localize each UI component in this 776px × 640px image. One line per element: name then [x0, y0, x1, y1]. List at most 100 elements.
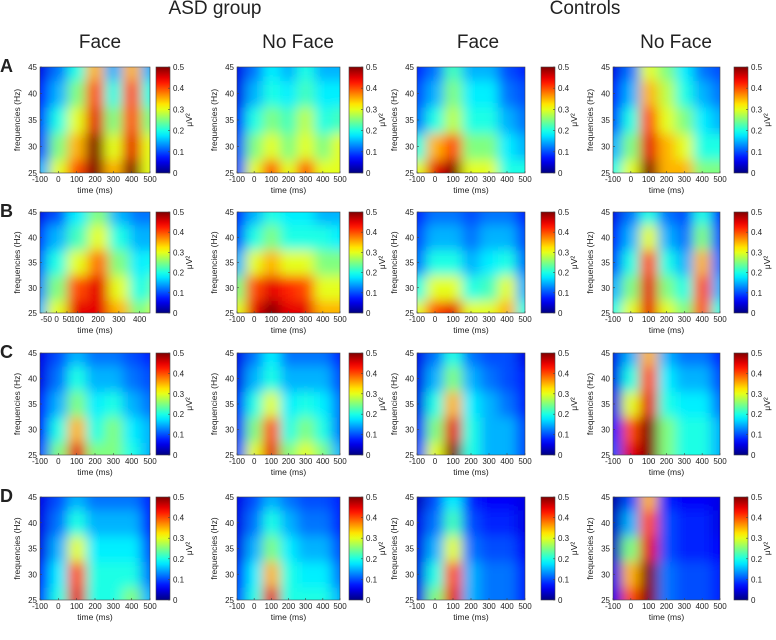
heatmap-cell: [331, 391, 340, 418]
x-axis-label: time (ms): [77, 185, 113, 195]
x-axis-label: time (ms): [649, 612, 685, 622]
heatmap-cell: [314, 353, 332, 367]
heatmap-cell: [49, 535, 68, 562]
heatmap-cell: [262, 224, 281, 251]
y-tick-label: 45: [225, 63, 234, 72]
y-axis-label: frequencies (Hz): [209, 517, 219, 580]
heatmap-cell: [426, 300, 445, 313]
x-tick-label: -100: [229, 175, 246, 184]
heatmap-cell: [104, 442, 123, 455]
colorbar-tick-label: 0: [173, 169, 178, 178]
heatmap-cell: [237, 442, 247, 455]
x-tick-label: 200: [282, 457, 296, 466]
y-tick-label: 45: [601, 63, 610, 72]
colorbar-tick-label: 0.4: [366, 84, 378, 93]
heatmap-cell: [85, 67, 105, 81]
heatmap: [613, 212, 720, 313]
heatmap-cell: [639, 67, 659, 81]
heatmap-cell: [140, 497, 150, 511]
heatmap-cell: [237, 497, 247, 511]
colorbar-label: μV²: [184, 542, 194, 556]
heatmap-cell: [657, 224, 676, 251]
colorbar-tick-label: 0.4: [173, 369, 185, 378]
heatmap-cell: [516, 106, 525, 134]
heatmap-cell: [104, 80, 123, 108]
heatmap-cell: [262, 509, 281, 537]
y-axis-label: frequencies (Hz): [389, 89, 399, 152]
heatmap-cell: [516, 509, 525, 537]
heatmap-cell: [245, 353, 264, 367]
x-axis-label: time (ms): [271, 612, 307, 622]
x-tick-label: 500: [333, 175, 347, 184]
colorbar-label: μV²: [762, 397, 772, 411]
heatmap-cell: [516, 212, 525, 226]
heatmap-cell: [237, 106, 247, 134]
y-tick-label: 45: [28, 208, 37, 217]
heatmap-cell: [444, 159, 463, 173]
heatmap-cell: [498, 275, 517, 301]
colorbar-tick-label: 0.4: [173, 84, 185, 93]
heatmap-cell: [613, 587, 623, 600]
x-tick-label: -100: [229, 457, 246, 466]
y-tick-label: 45: [601, 493, 610, 502]
heatmap-cell: [314, 159, 332, 173]
heatmap-cell: [462, 497, 481, 511]
heatmap: [40, 497, 150, 600]
heatmap-cell: [49, 159, 68, 173]
heatmap-cell: [262, 561, 281, 588]
heatmap-cell: [462, 159, 481, 173]
heatmap-cell: [140, 80, 150, 108]
heatmap-cell: [297, 133, 315, 161]
y-tick-label: 30: [405, 143, 414, 152]
heatmap-cell: [516, 497, 525, 511]
heatmap-cell: [711, 561, 720, 588]
heatmap-cell: [85, 391, 105, 418]
y-axis-label: frequencies (Hz): [12, 517, 22, 580]
heatmap-cell: [480, 159, 499, 173]
x-tick-label: 100: [265, 175, 279, 184]
heatmap-cell: [417, 224, 427, 251]
heatmap-cell: [122, 442, 142, 455]
heatmap-cell: [245, 561, 264, 588]
heatmap-cell: [613, 535, 623, 562]
x-axis-label: time (ms): [453, 325, 489, 335]
y-tick-label: 45: [601, 208, 610, 217]
column-title: No Face: [640, 32, 712, 53]
heatmap-cell: [613, 133, 623, 161]
x-tick-label: 400: [316, 175, 330, 184]
heatmap-cell: [675, 497, 694, 511]
heatmap-cell: [297, 67, 315, 81]
x-tick-label: 100: [642, 602, 656, 611]
heatmap-cell: [480, 249, 499, 276]
heatmap-cell: [85, 159, 105, 173]
heatmap-cell: [237, 249, 247, 276]
heatmap-cell: [279, 249, 298, 276]
colorbar-tick-label: 0: [173, 451, 178, 460]
heatmap: [237, 212, 340, 313]
heatmap-cell: [621, 353, 641, 367]
heatmap-cell: [480, 365, 499, 392]
colorbar-tick-label: 0.1: [366, 289, 378, 298]
colorbar-tick-label: 0.4: [558, 514, 570, 523]
heatmap-cell: [237, 561, 247, 588]
colorbar: [348, 496, 364, 601]
heatmap-cell: [657, 159, 676, 173]
heatmap-cell: [480, 133, 499, 161]
colorbar-tick-label: 0.5: [173, 349, 185, 358]
colorbar-tick-label: 0.5: [366, 208, 378, 217]
heatmap-cell: [621, 509, 641, 537]
colorbar-tick-label: 0.4: [751, 84, 763, 93]
heatmap-cell: [129, 249, 150, 276]
y-tick-label: 35: [28, 545, 37, 554]
heatmap-cell: [331, 106, 340, 134]
heatmap-cell: [498, 133, 517, 161]
y-tick-label: 30: [601, 570, 610, 579]
heatmap-cell: [462, 561, 481, 588]
heatmap-cell: [621, 416, 641, 443]
heatmap-cell: [657, 300, 676, 313]
heatmap-cell: [693, 159, 712, 173]
heatmap-cell: [237, 159, 247, 173]
heatmap-cell: [297, 275, 315, 301]
y-axis-label: frequencies (Hz): [389, 373, 399, 436]
heatmap-cell: [480, 224, 499, 251]
